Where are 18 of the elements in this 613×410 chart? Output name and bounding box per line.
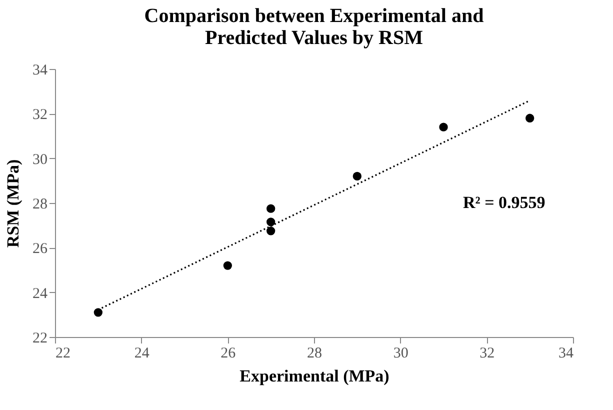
- y-tick-label: 24: [32, 286, 48, 302]
- y-tick-label: 34: [32, 62, 48, 78]
- x-tick-label: 32: [480, 346, 495, 362]
- x-tick-label: 22: [56, 346, 70, 362]
- x-tick-label: 34: [558, 346, 574, 362]
- y-axis-title: RSM (MPa): [4, 159, 22, 248]
- y-tick-label: 26: [32, 241, 48, 258]
- y-tick-label: 32: [32, 107, 48, 124]
- y-tick-label: 22: [32, 330, 48, 346]
- x-tick-label: 28: [307, 346, 322, 362]
- y-tick-label: 28: [32, 196, 48, 212]
- x-tick-label: 26: [220, 346, 236, 362]
- x-tick-label: 30: [393, 346, 408, 362]
- y-tick-label: 30: [32, 152, 48, 168]
- x-tick-label: 24: [134, 346, 150, 362]
- annotation: R² = 0.9559: [463, 193, 546, 212]
- chart-title: Comparison between Experimental and Predicted Values by RSM: [144, 5, 484, 49]
- x-axis-title: Experimental (MPa): [240, 366, 390, 386]
